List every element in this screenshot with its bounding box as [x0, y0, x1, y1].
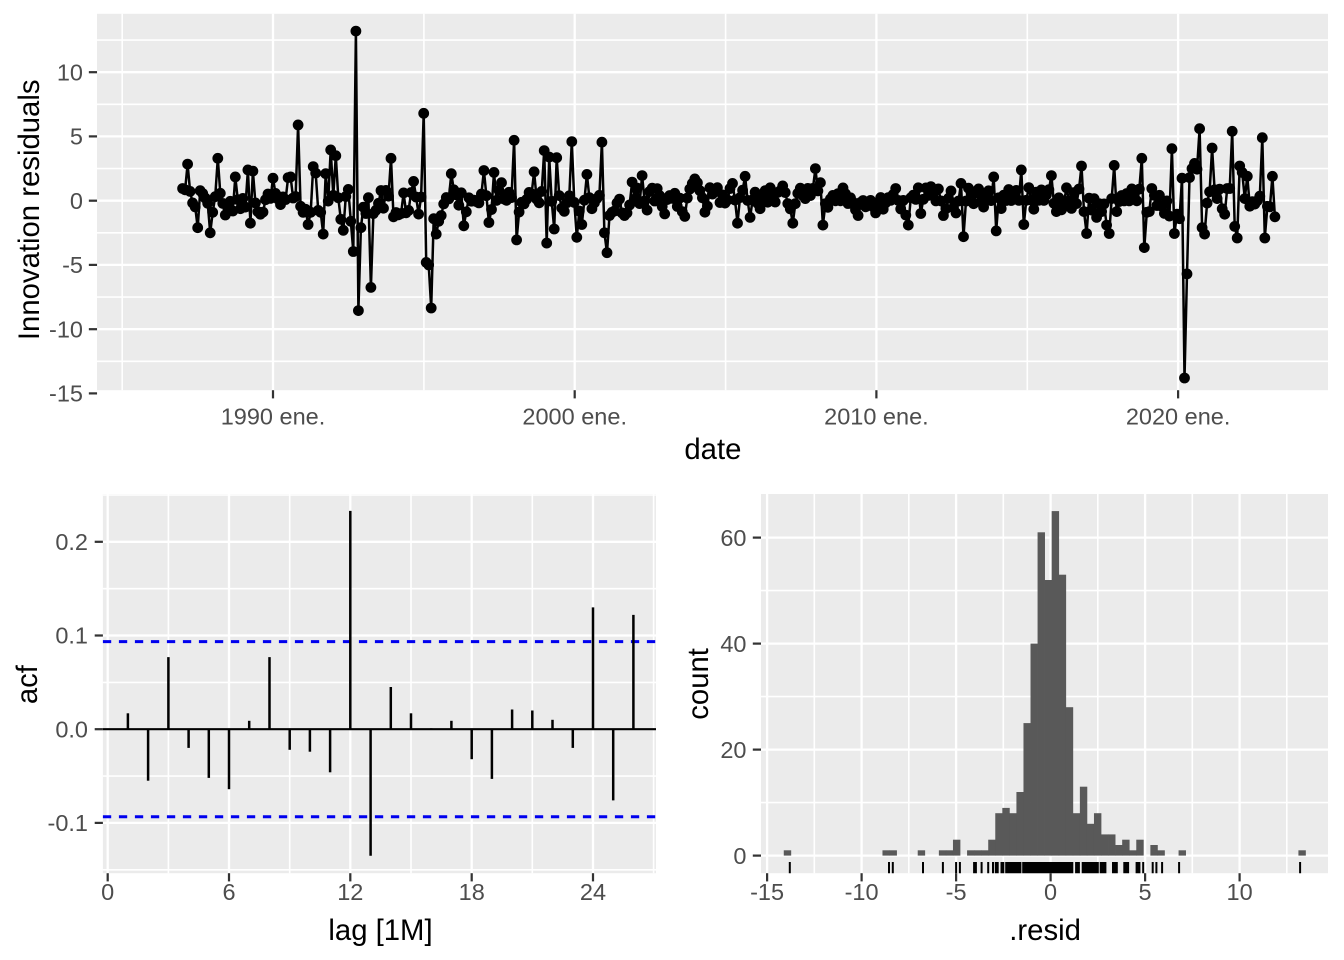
svg-text:-15: -15 [750, 879, 784, 905]
svg-text:1990 ene.: 1990 ene. [221, 404, 326, 430]
svg-text:-5: -5 [62, 252, 83, 278]
svg-text:60: 60 [720, 525, 746, 551]
svg-text:2000 ene.: 2000 ene. [522, 404, 627, 430]
svg-text:0: 0 [1044, 879, 1057, 905]
svg-text:date: date [684, 433, 741, 466]
svg-text:0: 0 [70, 188, 83, 214]
svg-text:12: 12 [337, 879, 363, 905]
svg-text:40: 40 [720, 631, 746, 657]
svg-text:count: count [682, 648, 715, 720]
svg-text:-5: -5 [946, 879, 967, 905]
svg-text:lag [1M]: lag [1M] [328, 914, 432, 947]
svg-text:-0.1: -0.1 [48, 810, 89, 836]
svg-text:24: 24 [580, 879, 606, 905]
svg-text:2020 ene.: 2020 ene. [1126, 404, 1231, 430]
svg-text:-10: -10 [845, 879, 879, 905]
svg-text:5: 5 [1139, 879, 1152, 905]
svg-text:10: 10 [1227, 879, 1253, 905]
svg-text:-10: -10 [49, 316, 83, 342]
svg-text:0.0: 0.0 [55, 716, 88, 742]
svg-text:.resid: .resid [1009, 914, 1081, 947]
svg-text:acf: acf [11, 664, 44, 704]
svg-text:2010 ene.: 2010 ene. [824, 404, 929, 430]
svg-text:0.1: 0.1 [55, 623, 88, 649]
svg-text:0.2: 0.2 [55, 529, 88, 555]
svg-text:Innovation residuals: Innovation residuals [13, 80, 46, 341]
svg-text:18: 18 [459, 879, 485, 905]
svg-text:20: 20 [720, 737, 746, 763]
svg-text:-15: -15 [49, 381, 83, 407]
svg-text:6: 6 [222, 879, 235, 905]
svg-text:10: 10 [57, 59, 83, 85]
svg-text:0: 0 [733, 843, 746, 869]
svg-text:0: 0 [101, 879, 114, 905]
svg-text:5: 5 [70, 124, 83, 150]
